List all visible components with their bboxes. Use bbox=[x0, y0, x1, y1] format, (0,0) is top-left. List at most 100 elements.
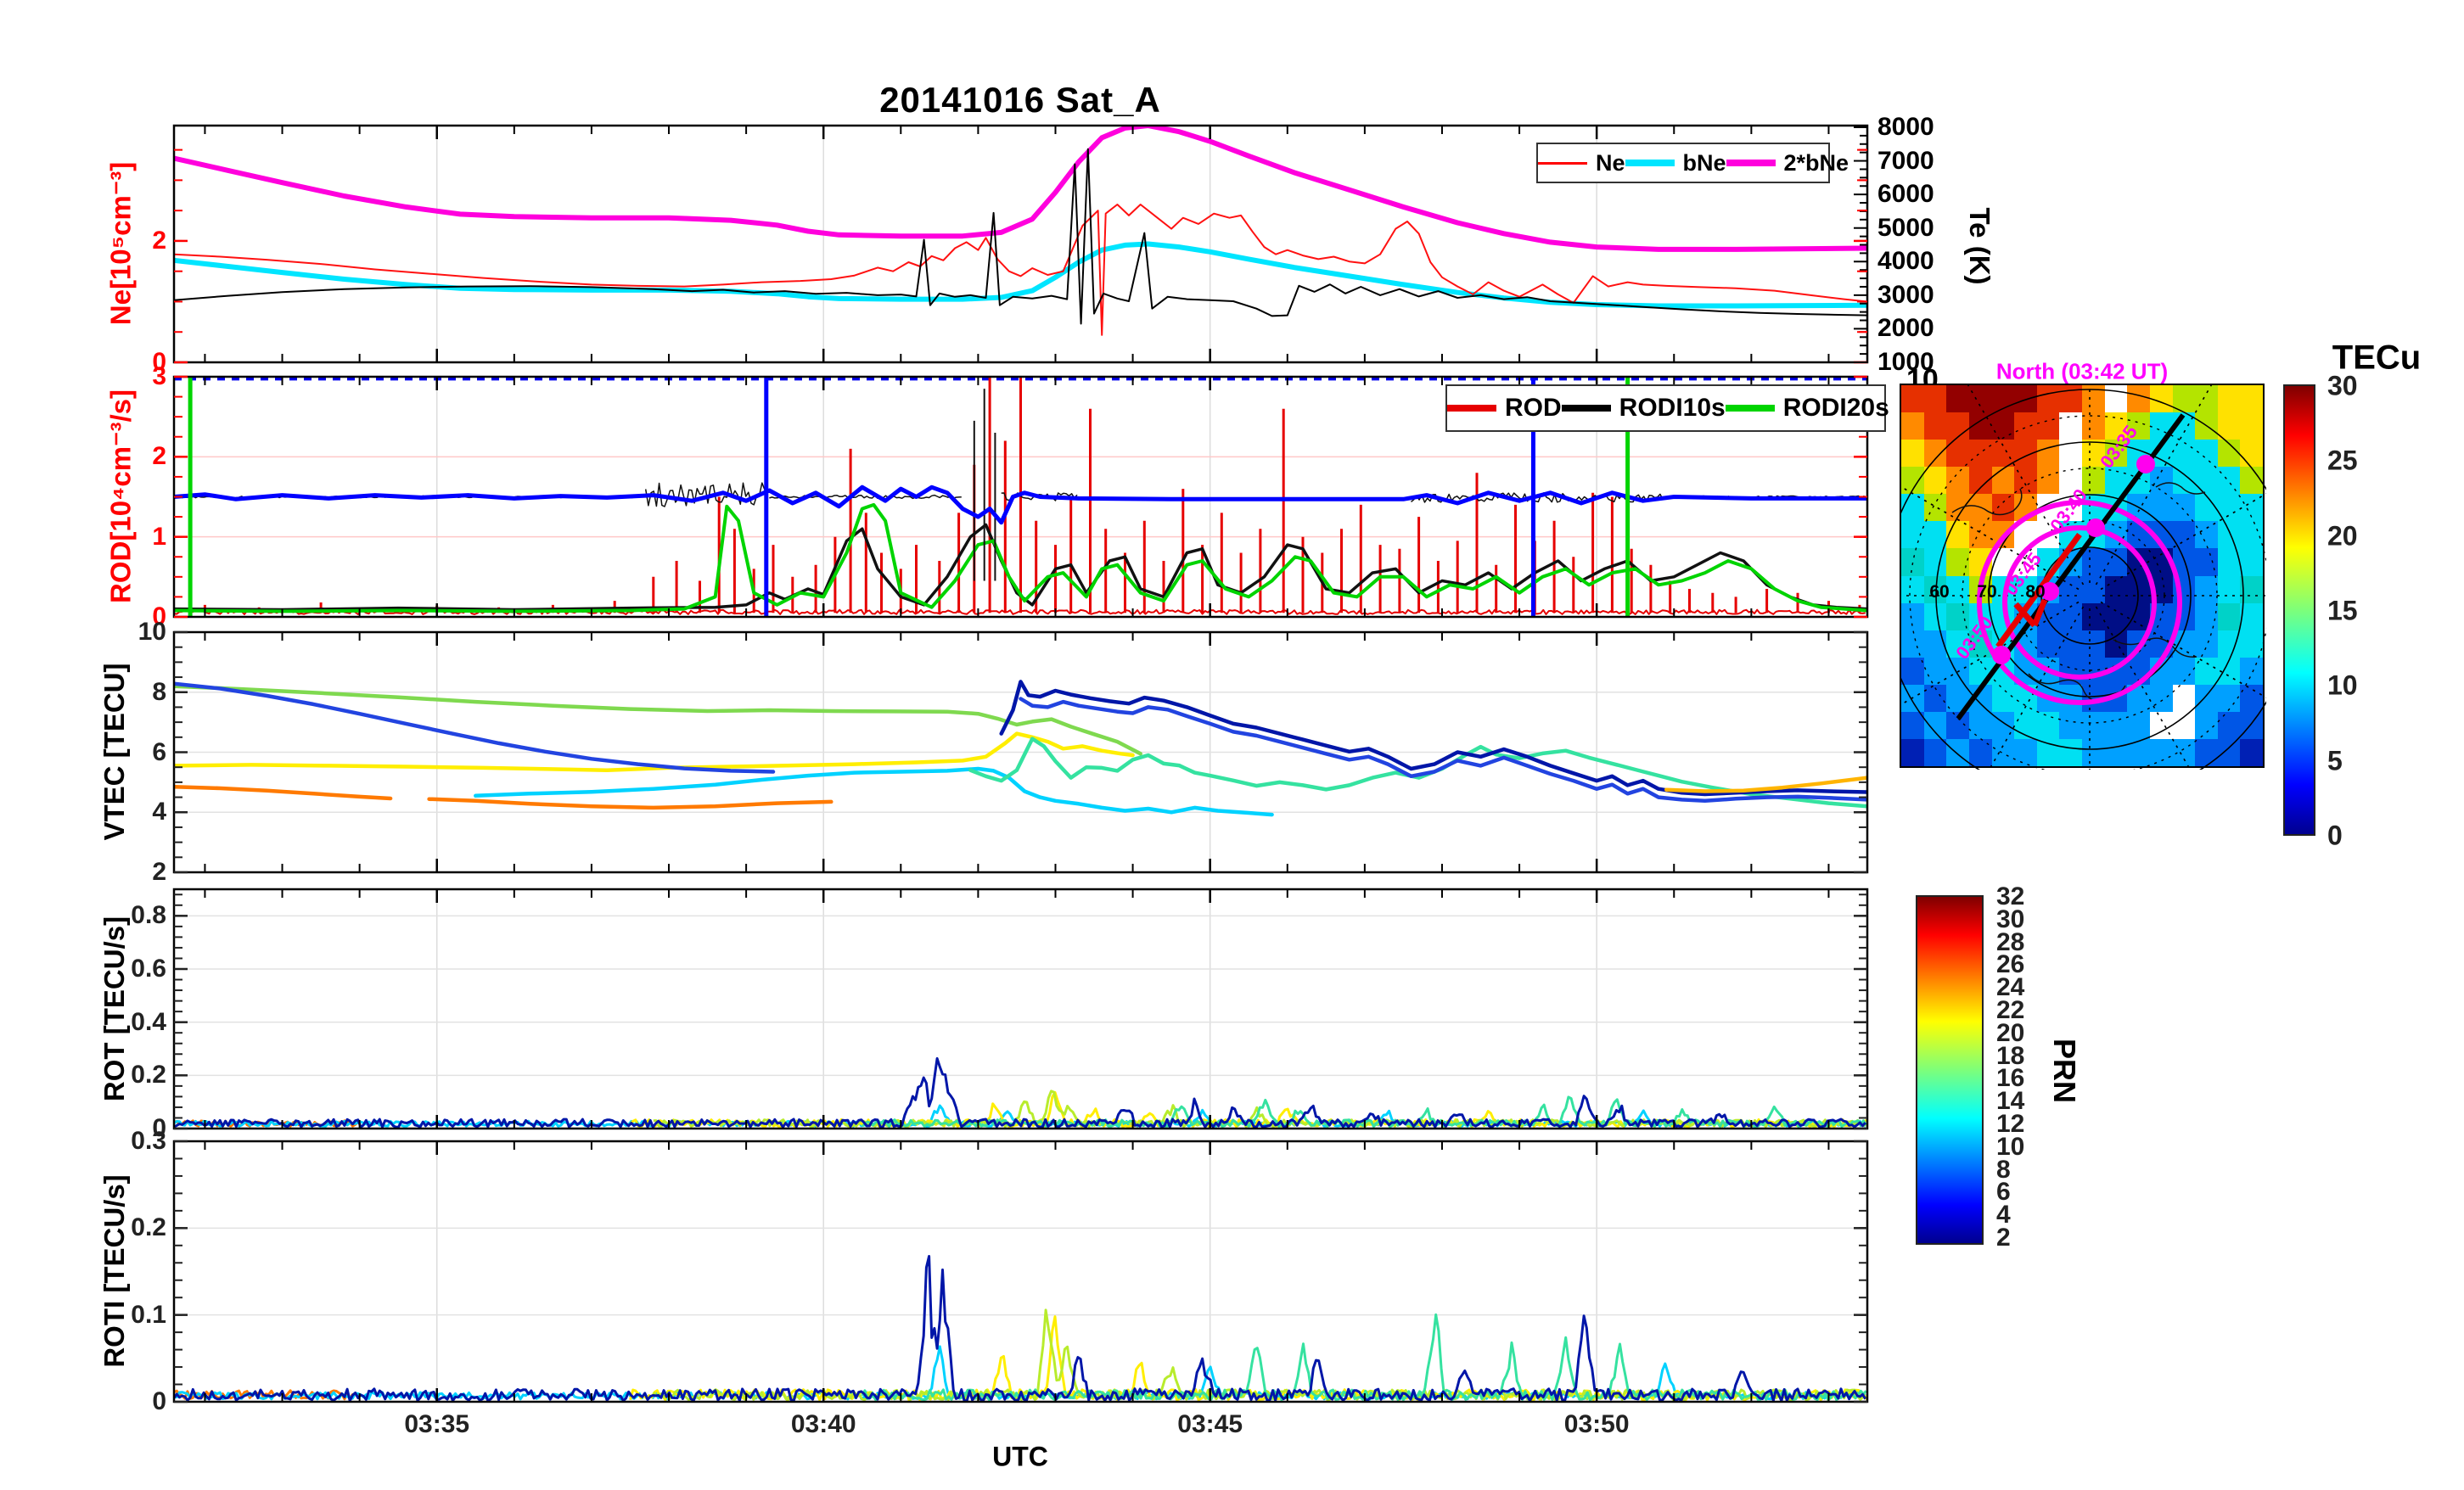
prn-colorbar bbox=[1916, 895, 1984, 1245]
tec-cell bbox=[1923, 412, 1947, 440]
rot-axis-label: ROT [TECU/s] bbox=[98, 916, 130, 1102]
tec-cell bbox=[2217, 630, 2241, 658]
tec-cell bbox=[1946, 657, 1969, 685]
tec-cell bbox=[2127, 412, 2150, 440]
tec-cell bbox=[2217, 602, 2241, 630]
prn-tick-label: 30 bbox=[1996, 905, 2025, 933]
tec-cell bbox=[1923, 684, 1947, 712]
series-rodi-band2 bbox=[769, 494, 962, 500]
page-title: 20141016 Sat_A bbox=[879, 80, 1161, 120]
tec-cell bbox=[2217, 684, 2241, 712]
ne-ytick-label: 0 bbox=[152, 348, 166, 376]
rot-ytick-label: 0.6 bbox=[131, 955, 166, 983]
roti-ytick-label: 0.3 bbox=[131, 1127, 166, 1155]
prn-tick-label: 18 bbox=[1996, 1041, 2025, 1070]
tec-cell bbox=[1901, 548, 1924, 576]
tecu-tick-label: 15 bbox=[2327, 595, 2358, 626]
tec-cell bbox=[2217, 548, 2241, 576]
legend-label: RODI10s bbox=[1619, 394, 1726, 422]
series-Ne bbox=[174, 204, 1867, 336]
tec-cell bbox=[2014, 412, 2037, 440]
prn-tick-label: 12 bbox=[1996, 1110, 2025, 1138]
tec-cell bbox=[2195, 385, 2218, 413]
x-tick-label: 03:50 bbox=[1563, 1410, 1630, 1438]
tec-cell bbox=[1946, 521, 1969, 549]
tec-cell bbox=[2240, 412, 2263, 440]
te-tick-label: 6000 bbox=[1877, 180, 1934, 209]
legend-item-2*bNe: 2*bNe bbox=[1726, 150, 1849, 176]
series-PRN14 bbox=[968, 737, 1867, 809]
graticule-circle bbox=[1901, 389, 2266, 770]
rod-ytick-label: 2 bbox=[152, 442, 166, 471]
tec-cell bbox=[2195, 440, 2218, 468]
prn-tick-label: 6 bbox=[1996, 1178, 2011, 1207]
series-blue-line bbox=[174, 485, 1867, 525]
tec-cell bbox=[2059, 684, 2082, 712]
series-rodi-band1 bbox=[644, 482, 768, 507]
roti-axis-label: ROTI [TECU/s] bbox=[98, 1174, 130, 1368]
x-axis-label: UTC bbox=[992, 1441, 1048, 1472]
prn-tick-label: 10 bbox=[1996, 1132, 2025, 1161]
tec-map-heat-grid bbox=[1901, 385, 2263, 766]
tec-cell bbox=[1923, 657, 1947, 685]
tec-cell bbox=[2172, 657, 2196, 685]
te-axis-label: Te (K) bbox=[1964, 207, 1995, 285]
tec-cell bbox=[2240, 630, 2263, 658]
series-PRN6 bbox=[174, 681, 776, 774]
series-RODI20s bbox=[174, 502, 1867, 613]
vtec-ytick-label: 6 bbox=[152, 737, 166, 766]
tec-cell bbox=[2104, 602, 2128, 630]
tec-cell bbox=[2104, 738, 2128, 766]
tec-cell bbox=[1901, 494, 1924, 522]
tec-cell bbox=[2195, 575, 2218, 603]
tec-cell bbox=[2014, 738, 2037, 766]
tec-cell bbox=[2082, 412, 2105, 440]
legend-item-RODI10s: RODI10s bbox=[1561, 394, 1726, 423]
tec-cell bbox=[2172, 684, 2196, 712]
tec-cell bbox=[2059, 711, 2082, 739]
tec-cell bbox=[2149, 385, 2173, 413]
series-PRN20 bbox=[174, 731, 1135, 772]
tec-cell bbox=[2195, 494, 2218, 522]
series-navy bbox=[174, 1056, 1866, 1129]
series-black-spikes bbox=[973, 389, 996, 581]
tec-cell bbox=[1901, 385, 1924, 413]
tec-cell bbox=[2082, 548, 2105, 576]
tec-cell bbox=[2240, 385, 2263, 413]
tec-cell bbox=[2195, 548, 2218, 576]
tec-cell bbox=[2082, 467, 2105, 495]
tec-cell bbox=[1901, 657, 1924, 685]
tec-cell bbox=[1901, 412, 1924, 440]
tec-cell bbox=[2082, 657, 2105, 685]
tec-cell bbox=[1946, 385, 1969, 413]
tecu-tick-label: 30 bbox=[2327, 370, 2358, 401]
panel-vtec bbox=[174, 632, 1867, 872]
ne-axis-label: Ne[10⁵cm⁻³] bbox=[104, 161, 137, 326]
series-PRN4 bbox=[1019, 697, 1867, 804]
roti-ytick-label: 0.1 bbox=[131, 1300, 166, 1329]
legend-label: ROD bbox=[1505, 394, 1562, 422]
te-tick-label: 2000 bbox=[1877, 314, 1934, 343]
legend-item-RODI20s: RODI20s bbox=[1725, 394, 1889, 423]
tec-cell bbox=[2217, 412, 2241, 440]
prn-tick-label: 26 bbox=[1996, 950, 2025, 979]
x-tick-label: 03:40 bbox=[790, 1410, 856, 1438]
graticule-circle bbox=[1935, 441, 2244, 750]
tec-cell bbox=[1946, 412, 1969, 440]
tec-cell bbox=[2014, 385, 2037, 413]
tec-cell bbox=[1923, 602, 1947, 630]
te-tick-label: 7000 bbox=[1877, 146, 1934, 175]
x-tick-label: 03:35 bbox=[404, 1410, 470, 1438]
legend-ne: Ne bNe 2*bNe bbox=[1536, 143, 1849, 183]
legend-label: Ne bbox=[1596, 149, 1625, 176]
rot-ytick-label: 0.4 bbox=[131, 1007, 166, 1036]
legend-line-swatch bbox=[1725, 405, 1775, 412]
coastline bbox=[2155, 482, 2206, 495]
tec-cell bbox=[2127, 385, 2150, 413]
graticule-circle bbox=[2040, 546, 2139, 645]
tec-cell bbox=[2217, 467, 2241, 495]
series-PRN2 bbox=[999, 680, 1867, 797]
map-title: North (03:42 UT) bbox=[1995, 358, 2169, 384]
graticule-radial bbox=[1967, 385, 2085, 585]
tec-map: 03:35 03:40 03:45 03:50 60 70 80 bbox=[1900, 384, 2266, 770]
